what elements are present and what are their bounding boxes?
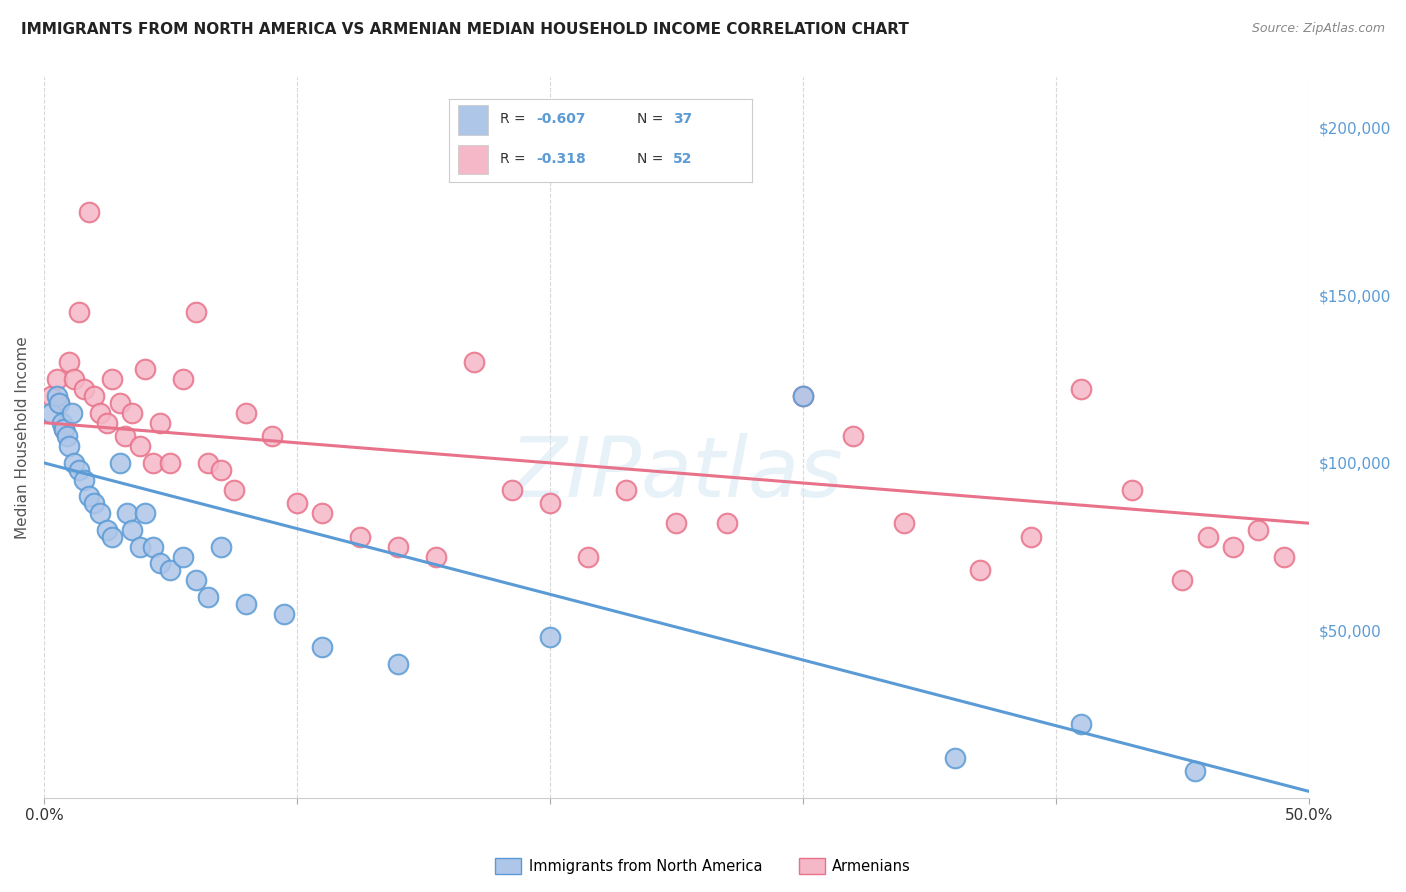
Point — [260, 429, 283, 443]
Point — [184, 305, 207, 319]
Point — [792, 389, 814, 403]
Point — [45, 389, 67, 403]
Point — [41, 406, 63, 420]
Point — [55, 429, 77, 443]
Point — [83, 389, 105, 403]
Point — [1184, 764, 1206, 779]
Point — [96, 523, 118, 537]
Point — [425, 549, 447, 564]
Point — [285, 496, 308, 510]
Point — [134, 362, 156, 376]
Point — [89, 406, 111, 420]
Point — [73, 473, 96, 487]
Point — [184, 573, 207, 587]
Point — [60, 406, 83, 420]
Point — [172, 372, 194, 386]
Point — [79, 204, 101, 219]
Point — [134, 506, 156, 520]
Point — [209, 462, 232, 476]
Point — [311, 640, 333, 655]
Point — [538, 630, 561, 644]
Point — [89, 506, 111, 520]
Point — [67, 305, 90, 319]
Point — [129, 439, 152, 453]
Y-axis label: Median Household Income: Median Household Income — [15, 336, 30, 539]
Point — [209, 540, 232, 554]
Point — [273, 607, 295, 621]
Point — [129, 540, 152, 554]
Point — [222, 483, 245, 497]
Point — [108, 456, 131, 470]
Point — [67, 462, 90, 476]
Point — [1070, 382, 1092, 396]
Point — [117, 506, 139, 520]
Point — [387, 540, 409, 554]
Point — [716, 516, 738, 531]
Point — [1222, 540, 1244, 554]
Point — [969, 563, 991, 577]
Point — [58, 355, 80, 369]
Point — [235, 406, 257, 420]
Point — [79, 490, 101, 504]
Point — [48, 395, 70, 409]
Point — [501, 483, 523, 497]
Point — [149, 416, 172, 430]
Point — [41, 389, 63, 403]
Point — [792, 389, 814, 403]
Point — [53, 422, 76, 436]
Point — [614, 483, 637, 497]
Point — [53, 422, 76, 436]
Point — [108, 395, 131, 409]
Point — [893, 516, 915, 531]
Point — [842, 429, 865, 443]
Point — [197, 590, 219, 604]
Point — [1247, 523, 1270, 537]
Text: Source: ZipAtlas.com: Source: ZipAtlas.com — [1251, 22, 1385, 36]
Point — [1197, 530, 1219, 544]
Point — [48, 395, 70, 409]
Point — [1272, 549, 1295, 564]
Point — [1171, 573, 1194, 587]
Point — [114, 429, 136, 443]
Point — [142, 540, 165, 554]
Point — [83, 496, 105, 510]
Point — [51, 416, 73, 430]
Point — [96, 416, 118, 430]
Point — [1121, 483, 1143, 497]
Point — [538, 496, 561, 510]
Point — [159, 563, 181, 577]
Point — [159, 456, 181, 470]
Point — [45, 372, 67, 386]
Point — [121, 523, 143, 537]
Point — [387, 657, 409, 671]
Point — [1070, 717, 1092, 731]
Point — [63, 372, 86, 386]
Point — [63, 456, 86, 470]
Legend: Immigrants from North America, Armenians: Immigrants from North America, Armenians — [489, 852, 917, 880]
Point — [665, 516, 688, 531]
Point — [121, 406, 143, 420]
Point — [943, 751, 966, 765]
Point — [101, 372, 124, 386]
Point — [73, 382, 96, 396]
Point — [172, 549, 194, 564]
Text: ZIPatlas: ZIPatlas — [509, 434, 844, 515]
Point — [235, 597, 257, 611]
Point — [149, 557, 172, 571]
Point — [58, 439, 80, 453]
Point — [101, 530, 124, 544]
Point — [349, 530, 371, 544]
Text: IMMIGRANTS FROM NORTH AMERICA VS ARMENIAN MEDIAN HOUSEHOLD INCOME CORRELATION CH: IMMIGRANTS FROM NORTH AMERICA VS ARMENIA… — [21, 22, 908, 37]
Point — [576, 549, 599, 564]
Point — [197, 456, 219, 470]
Point — [463, 355, 485, 369]
Point — [311, 506, 333, 520]
Point — [142, 456, 165, 470]
Point — [1019, 530, 1042, 544]
